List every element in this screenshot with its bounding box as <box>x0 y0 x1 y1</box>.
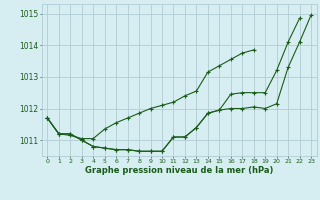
X-axis label: Graphe pression niveau de la mer (hPa): Graphe pression niveau de la mer (hPa) <box>85 166 273 175</box>
